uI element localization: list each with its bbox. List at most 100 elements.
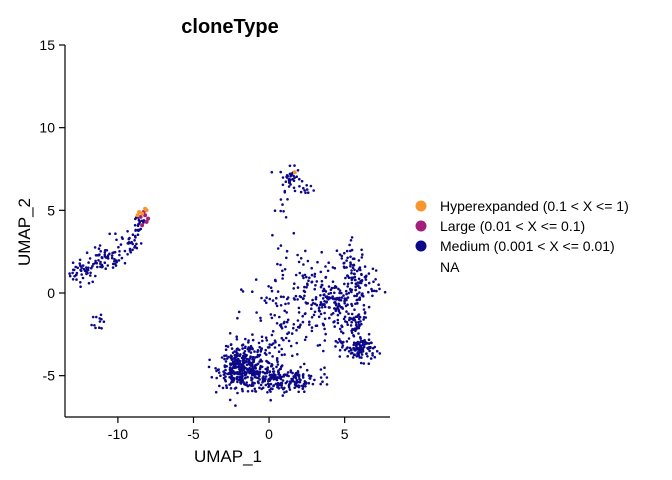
point-medium: [268, 297, 272, 301]
point-medium: [357, 277, 361, 281]
point-medium: [280, 386, 283, 389]
point-medium: [134, 236, 137, 239]
point-medium: [371, 267, 375, 271]
point-medium: [354, 282, 358, 286]
point-medium: [230, 369, 233, 373]
point-medium: [272, 384, 275, 388]
point-medium: [258, 386, 261, 390]
point-medium: [349, 289, 353, 292]
point-medium: [86, 271, 89, 275]
point-large: [140, 223, 145, 228]
x-axis-label: UMAP_1: [194, 447, 262, 466]
point-medium: [268, 370, 272, 373]
point-medium: [333, 325, 337, 328]
point-medium: [350, 269, 353, 272]
point-medium: [301, 320, 305, 324]
point-medium: [313, 378, 316, 382]
point-medium: [260, 335, 264, 339]
point-medium: [362, 318, 365, 321]
point-medium: [285, 311, 289, 314]
point-medium: [320, 250, 324, 254]
point-medium: [346, 274, 349, 278]
point-medium: [290, 173, 294, 176]
point-medium: [307, 279, 310, 283]
x-tick-label: -10: [108, 426, 128, 442]
point-medium: [347, 337, 351, 340]
point-medium: [296, 325, 300, 329]
y-axis-ticks: -5 0 5 10 15: [39, 37, 65, 384]
point-medium: [103, 251, 107, 254]
point-medium: [241, 367, 245, 371]
point-medium: [293, 298, 297, 301]
point-medium: [307, 374, 311, 377]
point-medium: [81, 264, 85, 267]
point-medium: [314, 297, 318, 301]
point-medium: [82, 267, 86, 271]
point-medium: [241, 290, 245, 293]
point-medium: [325, 376, 329, 379]
point-medium: [295, 381, 299, 384]
point-medium: [313, 275, 317, 278]
point-medium: [311, 298, 314, 302]
point-medium: [265, 339, 269, 342]
point-medium: [310, 303, 313, 307]
point-medium: [259, 350, 263, 353]
point-medium: [275, 378, 279, 382]
point-medium: [296, 353, 299, 356]
point-medium: [110, 256, 114, 260]
point-medium: [327, 292, 331, 296]
point-medium: [317, 315, 321, 319]
point-medium: [369, 357, 373, 360]
point-medium: [259, 316, 262, 320]
point-medium: [99, 260, 102, 264]
point-medium: [360, 322, 363, 326]
point-medium: [292, 231, 296, 235]
point-medium: [251, 369, 255, 372]
point-medium: [267, 385, 271, 388]
point-medium: [117, 259, 121, 262]
point-medium: [281, 394, 285, 397]
point-medium: [296, 169, 300, 172]
point-medium: [363, 343, 366, 346]
point-hyperexpanded: [140, 211, 145, 216]
point-medium: [334, 345, 337, 348]
point-medium: [350, 236, 354, 239]
point-medium: [279, 367, 283, 371]
point-medium: [319, 285, 323, 289]
point-medium: [367, 332, 371, 336]
point-medium: [336, 321, 340, 325]
point-medium: [350, 281, 354, 285]
point-medium: [362, 303, 366, 307]
point-medium: [367, 362, 371, 366]
point-medium: [224, 344, 228, 348]
point-medium: [279, 304, 283, 307]
point-medium: [270, 289, 274, 293]
point-medium: [343, 298, 347, 301]
point-medium: [357, 313, 361, 316]
point-medium: [299, 323, 302, 327]
point-medium: [359, 361, 363, 365]
point-medium: [279, 263, 282, 267]
legend-item-na: NA: [440, 259, 460, 275]
point-medium: [241, 389, 244, 393]
point-medium: [299, 190, 303, 194]
point-medium: [91, 265, 94, 268]
point-medium: [272, 370, 276, 373]
point-medium: [235, 355, 238, 359]
point-medium: [347, 291, 351, 295]
point-medium: [343, 315, 347, 319]
point-medium: [85, 251, 89, 254]
point-medium: [295, 378, 299, 382]
point-medium: [231, 378, 234, 381]
point-medium: [128, 236, 131, 240]
point-medium: [352, 316, 356, 320]
point-medium: [302, 297, 305, 301]
point-medium: [250, 362, 254, 365]
point-medium: [240, 387, 244, 391]
point-medium: [305, 275, 308, 279]
point-medium: [214, 390, 218, 394]
point-medium: [270, 170, 274, 174]
point-medium: [320, 283, 324, 287]
point-medium: [360, 272, 363, 276]
point-medium: [265, 301, 268, 305]
